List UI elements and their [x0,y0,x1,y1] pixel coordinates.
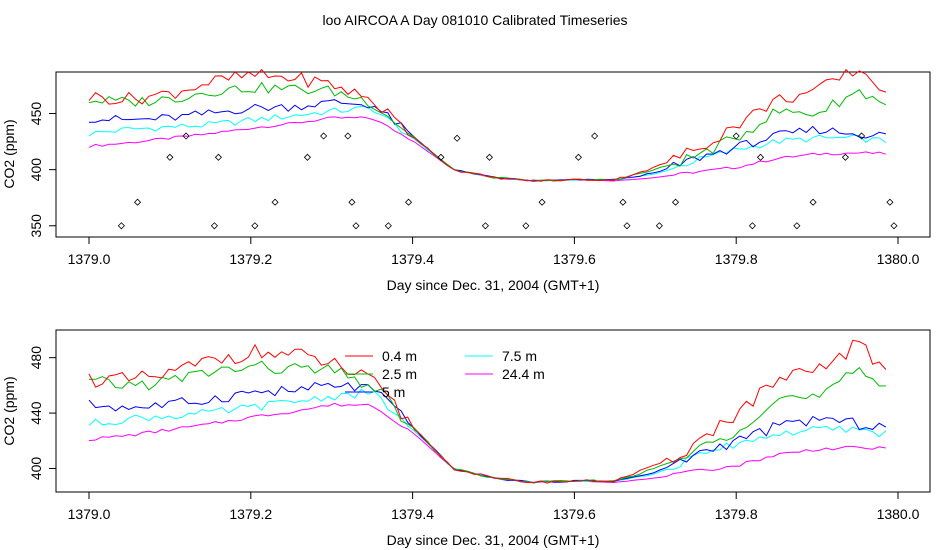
flag-marker [344,132,352,140]
flag-marker [348,198,356,206]
series-line-0-4-m [88,68,887,182]
flag-marker [841,153,849,161]
flag-marker [538,198,546,206]
flag-marker [352,222,360,230]
panel-1-frame [55,71,931,238]
x-tick-label: 1379.0 [68,251,111,267]
legend-label-24-4-m: 24.4 m [502,366,545,382]
series-line-0-4-m [88,339,887,484]
x-tick-label: 1380.0 [877,251,920,267]
flag-marker [619,198,627,206]
y-tick-label: 450 [28,102,44,126]
figure-title: loo AIRCOA A Day 081010 Calibrated Times… [322,12,627,28]
panel-1-flag-markers [117,132,898,230]
flag-marker [623,222,631,230]
y-tick-label: 440 [28,401,44,425]
flag-marker [522,222,530,230]
x-tick-label: 1379.8 [715,251,758,267]
panel-2-xlabel: Day since Dec. 31, 2004 (GMT+1) [387,532,600,548]
x-tick-label: 1379.2 [229,506,272,522]
flag-marker [732,132,740,140]
panel-2-series [88,339,887,484]
y-tick-label: 400 [28,457,44,481]
flag-marker [574,153,583,161]
y-tick-label: 400 [28,158,44,182]
series-line-5-m [88,381,887,484]
y-tick-label: 350 [28,214,44,238]
flag-marker [404,198,413,206]
flag-marker [251,222,259,230]
flag-marker [793,222,801,230]
flag-marker [166,153,174,161]
panel-2-x-axis: 1379.0 1379.2 1379.4 1379.6 1379.8 1380.0 [68,491,920,522]
flag-marker [117,222,125,230]
flag-marker [748,222,756,230]
flag-marker [809,198,817,206]
x-tick-label: 1379.6 [553,506,596,522]
legend-label-7-5-m: 7.5 m [502,348,537,364]
x-tick-label: 1380.0 [877,506,920,522]
flag-marker [890,222,898,230]
flag-marker [384,222,392,230]
x-tick-label: 1379.2 [229,251,272,267]
x-tick-label: 1379.4 [391,251,434,267]
legend-label-5-m: 5 m [382,384,405,400]
panel-2-frame [55,329,931,493]
flag-marker [756,153,765,161]
flag-marker [591,132,599,140]
flag-marker [182,132,190,140]
panel-2-ylabel: CO2 (ppm) [1,376,17,445]
flag-marker [303,153,311,161]
flag-marker [133,198,142,206]
series-line-2-5-m [88,360,886,484]
y-tick-label: 480 [28,346,44,370]
legend-label-2-5-m: 2.5 m [382,366,417,382]
series-line-7-5-m [88,105,887,182]
flag-marker [481,222,489,230]
flag-marker [320,132,328,140]
flag-marker [210,222,218,230]
series-line-5-m [88,99,887,182]
flag-marker [858,132,866,140]
flag-marker [485,153,494,161]
series-line-2-5-m [88,81,887,182]
x-tick-label: 1379.4 [391,506,434,522]
legend-label-0-4-m: 0.4 m [382,348,417,364]
flag-marker [655,222,663,230]
panel-1: CO2 (ppm) Day since Dec. 31, 2004 (GMT+1… [1,68,931,293]
panel-1-y-axis: 350 400 450 [28,102,57,238]
panel-1-x-axis: 1379.0 1379.2 1379.4 1379.6 1379.8 1380.0 [68,236,920,267]
flag-marker [437,153,445,161]
panel-1-ylabel: CO2 (ppm) [1,119,17,188]
panel-1-series [88,68,887,182]
flag-marker [886,198,894,206]
panel-2-y-axis: 400 440 480 [28,346,57,481]
flag-marker [214,153,223,161]
flag-marker [671,198,680,206]
x-tick-label: 1379.8 [715,506,758,522]
panel-1-xlabel: Day since Dec. 31, 2004 (GMT+1) [387,277,600,293]
panel-2-legend: 0.4 m 2.5 m 5 m 7.5 m 24.4 m [345,348,545,400]
x-tick-label: 1379.0 [68,506,111,522]
flag-marker [271,198,279,206]
x-tick-label: 1379.6 [553,251,596,267]
series-line-24-4-m [88,402,886,484]
series-line-24-4-m [88,116,887,182]
flag-marker [453,134,461,142]
panel-2: CO2 (ppm) Day since Dec. 31, 2004 (GMT+1… [1,329,931,548]
